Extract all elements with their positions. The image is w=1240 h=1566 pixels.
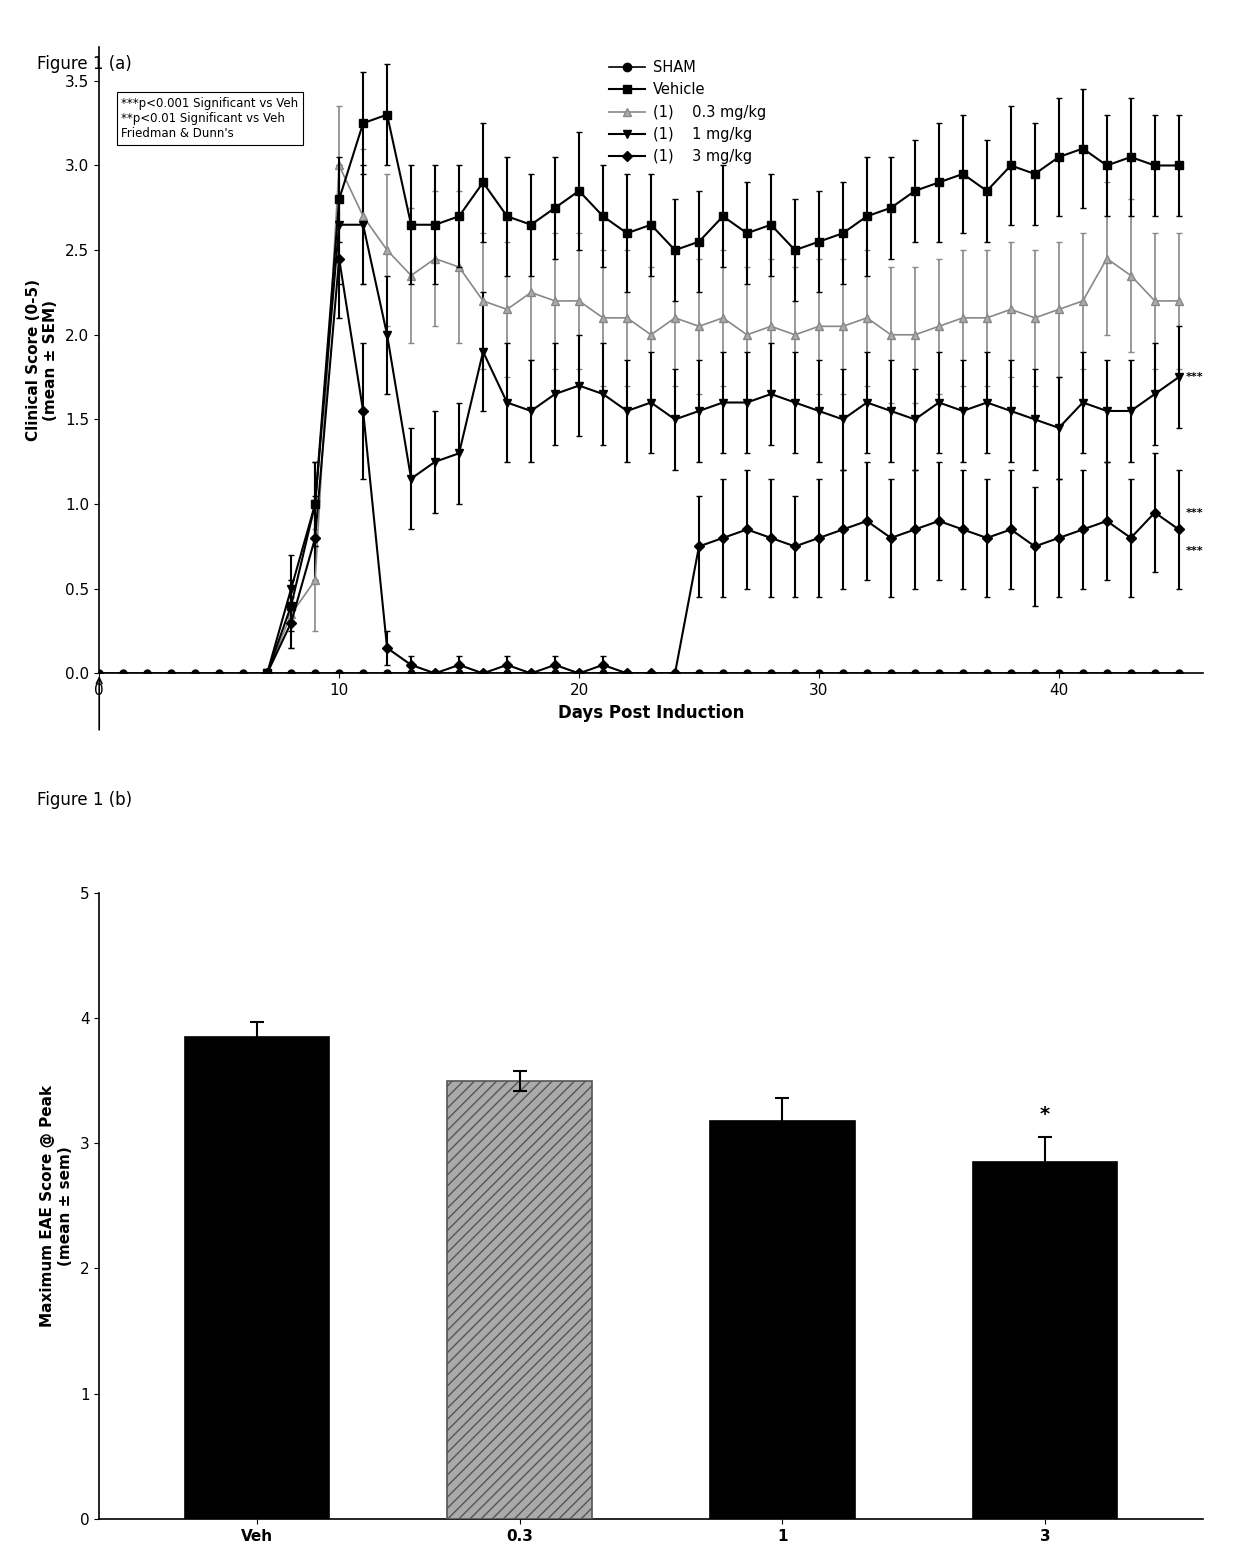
Bar xyxy=(448,1081,591,1519)
Text: *: * xyxy=(1040,1106,1050,1124)
X-axis label: Days Post Induction: Days Post Induction xyxy=(558,703,744,722)
Y-axis label: Maximum EAE Score @ Peak
(mean ± sem): Maximum EAE Score @ Peak (mean ± sem) xyxy=(41,1085,73,1326)
Bar xyxy=(711,1121,854,1519)
Text: ***: *** xyxy=(1185,547,1204,556)
Text: ***p<0.001 Significant vs Veh
**p<0.01 Significant vs Veh
Friedman & Dunn's: ***p<0.001 Significant vs Veh **p<0.01 S… xyxy=(122,97,299,139)
Text: Figure 1 (a): Figure 1 (a) xyxy=(37,55,131,72)
Text: ***: *** xyxy=(1185,373,1204,382)
Bar xyxy=(185,1037,329,1519)
Y-axis label: Clinical Score (0-5)
(mean ± SEM): Clinical Score (0-5) (mean ± SEM) xyxy=(26,279,58,442)
Text: ***: *** xyxy=(1185,507,1204,517)
Bar xyxy=(973,1162,1117,1519)
Text: Figure 1 (b): Figure 1 (b) xyxy=(37,791,133,808)
Text: Prophylactic treatment
Dosing start on Day 0: Prophylactic treatment Dosing start on D… xyxy=(99,1018,243,1046)
Legend: SHAM, Vehicle, (1)    0.3 mg/kg, (1)    1 mg/kg, (1)    3 mg/kg: SHAM, Vehicle, (1) 0.3 mg/kg, (1) 1 mg/k… xyxy=(603,55,771,171)
